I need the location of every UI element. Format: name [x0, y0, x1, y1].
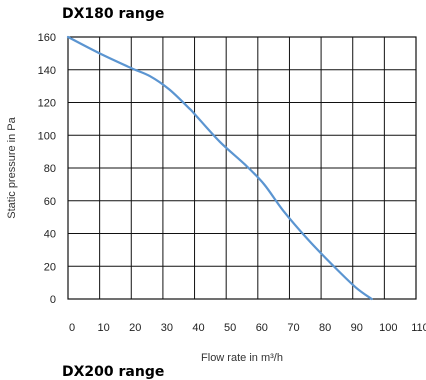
y-tick-label: 60 — [44, 196, 56, 208]
y-tick-label: 160 — [38, 32, 56, 44]
x-tick-label: 40 — [192, 322, 204, 334]
page: DX180 range 0 20 40 60 80 100 120 140 160 0 10 20 3… — [6, 6, 426, 380]
x-tick-label: 10 — [98, 322, 110, 334]
next-chart-title: DX200 range — [62, 364, 165, 380]
plot-border — [67, 36, 417, 300]
grid — [67, 36, 417, 300]
y-tick-labels: 0 20 40 60 80 100 120 140 160 — [38, 32, 56, 306]
x-tick-label: 60 — [256, 322, 268, 334]
performance-chart: 0 20 40 60 80 100 120 140 160 0 10 20 30 40 50 60 70 80 9… — [6, 32, 426, 364]
x-tick-label: 100 — [379, 322, 397, 334]
y-tick-label: 20 — [44, 261, 56, 273]
y-axis-label: Static pressure in Pa — [6, 116, 18, 218]
series-line — [66, 35, 373, 301]
x-tick-labels: 0 10 20 30 40 50 60 70 80 90 100 110 — [69, 322, 426, 334]
x-tick-label: 80 — [319, 322, 331, 334]
x-tick-label: 20 — [129, 322, 141, 334]
y-tick-label: 120 — [38, 98, 56, 110]
x-tick-label: 50 — [224, 322, 236, 334]
x-tick-label: 90 — [351, 322, 363, 334]
y-tick-label: 80 — [44, 163, 56, 175]
y-tick-label: 140 — [38, 65, 56, 77]
x-tick-label: 0 — [69, 322, 75, 334]
x-tick-label: 30 — [161, 322, 173, 334]
y-tick-label: 100 — [38, 130, 56, 142]
x-tick-label: 110 — [411, 322, 426, 334]
x-tick-label: 70 — [287, 322, 299, 334]
chart-title: DX180 range — [62, 6, 165, 22]
y-tick-label: 40 — [44, 229, 56, 241]
y-tick-label: 0 — [50, 294, 56, 306]
x-axis-label: Flow rate in m³/h — [201, 352, 283, 364]
